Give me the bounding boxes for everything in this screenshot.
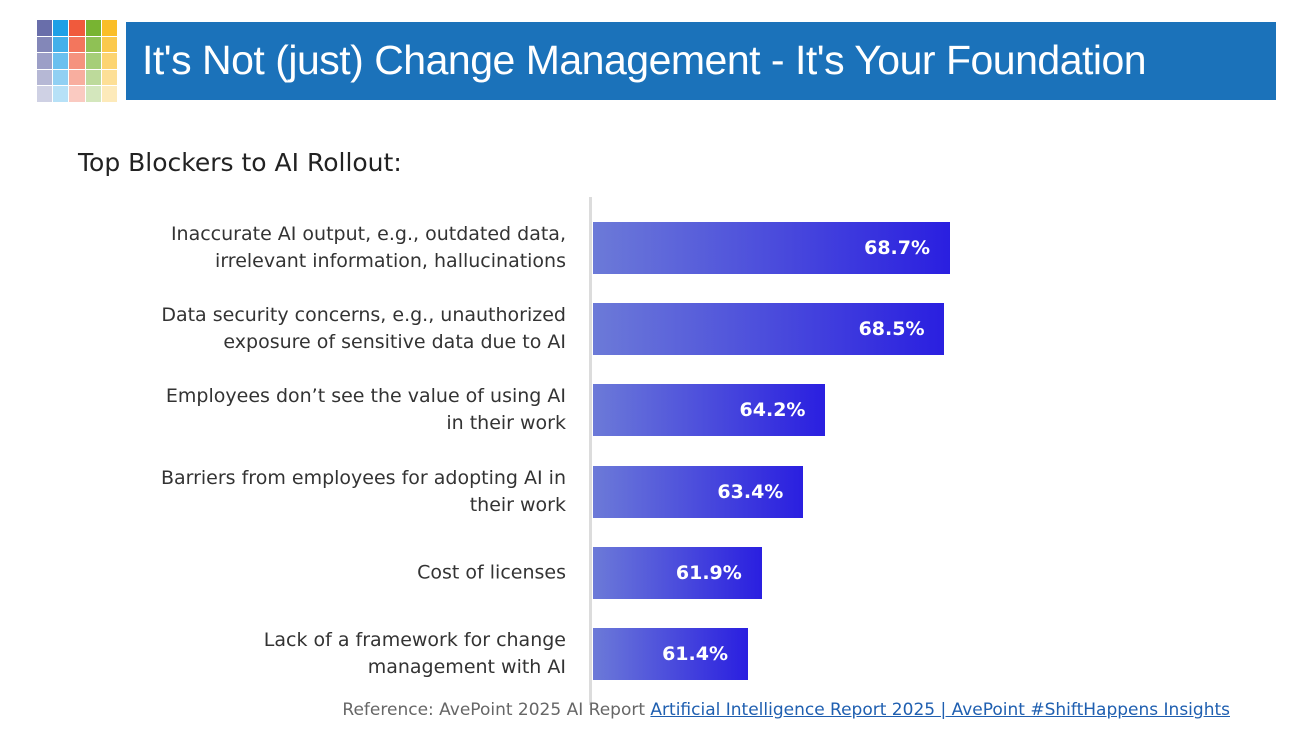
logo-cell	[37, 86, 53, 102]
reference: Reference: AvePoint 2025 AI Report Artif…	[342, 700, 1230, 720]
logo-cell	[101, 53, 117, 69]
category-label: Inaccurate AI output, e.g., outdated dat…	[170, 223, 566, 272]
logo-cell	[85, 20, 101, 36]
logo-cell	[101, 20, 117, 36]
category-label: Employees don’t see the value of using A…	[165, 385, 566, 435]
chart-title: Top Blockers to AI Rollout:	[78, 148, 402, 177]
bar	[593, 222, 951, 274]
category-label: Data security concerns, e.g., unauthoriz…	[161, 304, 566, 354]
reference-text: Reference: AvePoint 2025 AI Report	[342, 700, 645, 720]
logo-cell	[101, 36, 117, 53]
logo-cell	[69, 86, 85, 102]
slide-title: It's Not (just) Change Management - It's…	[142, 37, 1147, 83]
logo-cell	[53, 20, 69, 36]
bar	[593, 628, 748, 680]
value-label: 61.9%	[675, 561, 742, 584]
logo-cell	[85, 53, 101, 69]
logo-cell	[37, 53, 53, 69]
title-banner	[126, 22, 1276, 100]
logo-cell	[37, 36, 53, 53]
value-label: 68.5%	[858, 318, 925, 341]
logo-cell	[101, 69, 117, 86]
logo-cell	[53, 53, 69, 69]
logo-cell	[37, 69, 53, 86]
logo-cell	[69, 53, 85, 69]
logo-cell	[101, 86, 117, 102]
logo	[37, 20, 117, 102]
logo-cell	[53, 36, 69, 53]
value-label: 63.4%	[717, 480, 784, 503]
bar	[593, 384, 826, 437]
category-label: Cost of licenses	[417, 561, 566, 584]
logo-cell	[69, 36, 85, 53]
category-label: Barriers from employees for adopting AI …	[160, 466, 566, 516]
logo-cell	[37, 20, 53, 36]
logo-cell	[85, 36, 101, 53]
value-label: 64.2%	[739, 399, 806, 422]
logo-cell	[69, 69, 85, 86]
logo-cell	[85, 69, 101, 86]
logo-cell	[85, 86, 101, 102]
bar	[593, 546, 762, 599]
value-label: 68.7%	[864, 237, 931, 259]
logo-cell	[69, 20, 85, 36]
category-label: Lack of a framework for change managemen…	[263, 629, 566, 678]
axis-line	[589, 197, 592, 705]
reference-link[interactable]: Artificial Intelligence Report 2025 | Av…	[650, 700, 1230, 720]
logo-cell	[53, 69, 69, 86]
bar	[593, 303, 945, 356]
bar	[593, 465, 804, 518]
logo-cell	[53, 86, 69, 102]
value-label: 61.4%	[662, 643, 728, 665]
